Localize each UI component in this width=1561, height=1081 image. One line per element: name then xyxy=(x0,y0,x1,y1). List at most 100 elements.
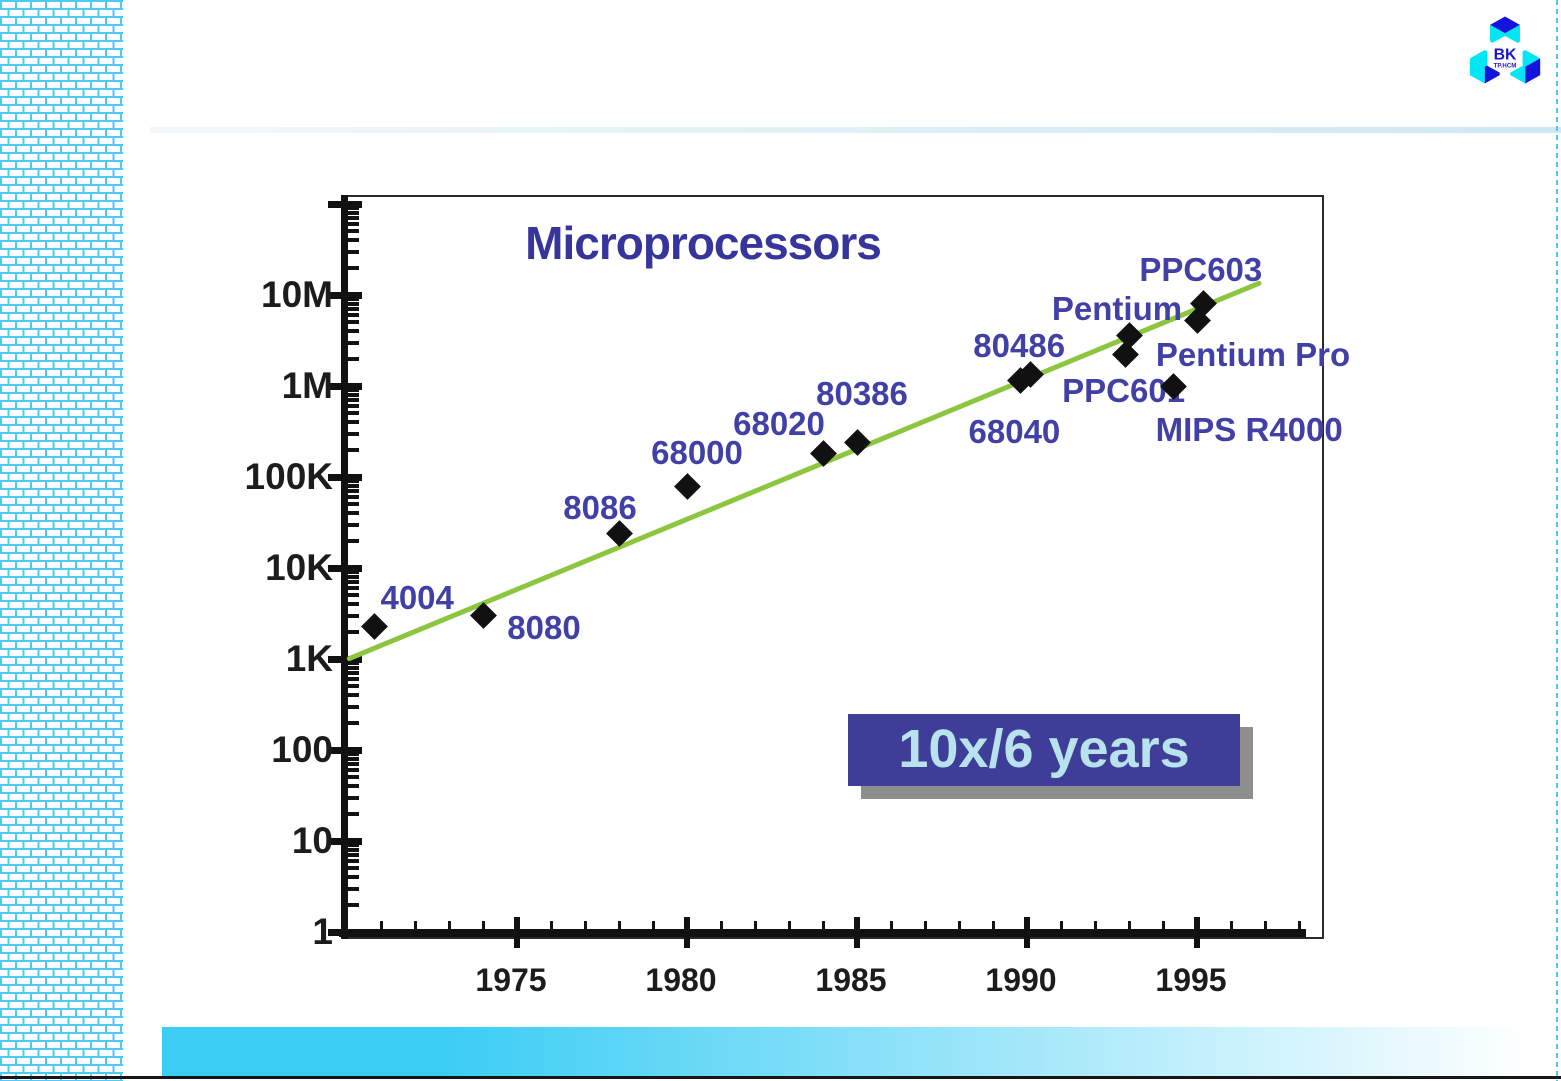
y-axis-minor-tick xyxy=(347,307,359,312)
y-axis-minor-tick xyxy=(347,875,359,880)
y-axis-minor-tick xyxy=(347,756,359,761)
y-axis-major-tick xyxy=(328,746,362,754)
x-axis-minor-tick xyxy=(549,921,553,930)
y-axis-minor-tick xyxy=(347,586,359,591)
x-axis-tick-label: 1980 xyxy=(645,962,717,998)
y-axis-minor-tick xyxy=(347,775,359,780)
y-axis-minor-tick xyxy=(347,511,359,516)
y-axis-minor-tick xyxy=(347,388,359,393)
y-axis-tick-label: 1 xyxy=(312,911,333,952)
y-axis-tick-label: 10M xyxy=(261,274,333,315)
y-axis-minor-tick xyxy=(347,784,359,789)
y-axis-minor-tick xyxy=(347,684,359,689)
y-axis-minor-tick xyxy=(347,249,359,254)
data-point-label-ppc603: PPC603 xyxy=(1139,250,1263,288)
y-axis-minor-tick xyxy=(347,593,359,598)
y-axis-tick-label: 10 xyxy=(291,820,333,861)
data-point-label-8080: 8080 xyxy=(507,608,581,646)
x-axis-major-tick xyxy=(1194,917,1200,948)
y-axis-minor-tick xyxy=(347,222,359,227)
x-axis-minor-tick xyxy=(1263,921,1267,930)
x-axis-minor-tick xyxy=(991,921,995,930)
y-axis-minor-tick xyxy=(347,398,359,403)
x-axis-minor-tick xyxy=(1229,921,1233,930)
y-axis-minor-tick xyxy=(347,720,359,725)
y-axis-tick-label: 100K xyxy=(244,456,333,497)
x-axis-minor-tick xyxy=(1093,921,1097,930)
y-axis-tick-label: 100 xyxy=(271,729,333,770)
y-axis-major-tick xyxy=(328,291,362,299)
data-point-label-mips-r4000: MIPS R4000 xyxy=(1155,411,1343,448)
y-axis-minor-tick xyxy=(347,574,359,579)
data-point-label-68040: 68040 xyxy=(968,413,1061,451)
y-axis-major-tick xyxy=(328,382,362,390)
data-point-label-80486: 80486 xyxy=(973,327,1066,365)
y-axis-minor-tick xyxy=(347,301,359,306)
y-axis-minor-tick xyxy=(347,629,359,634)
y-axis-major-tick xyxy=(328,200,362,208)
x-axis-minor-tick xyxy=(617,921,621,930)
y-axis-minor-tick xyxy=(347,580,359,585)
data-point-label-pentium-pro: Pentium Pro xyxy=(1155,336,1351,374)
y-axis-minor-tick xyxy=(347,538,359,543)
logo-text-tphcm: TP.HCM xyxy=(1494,63,1517,70)
y-axis-minor-tick xyxy=(347,216,359,221)
x-axis-minor-tick xyxy=(447,921,451,930)
y-axis-minor-tick xyxy=(347,479,359,484)
y-axis-minor-tick xyxy=(347,495,359,500)
y-axis-minor-tick xyxy=(347,210,359,215)
y-axis-minor-tick xyxy=(347,404,359,409)
bk-hcmut-logo: BK TP.HCM xyxy=(1461,2,1549,98)
y-axis-minor-tick xyxy=(347,886,359,891)
growth-rate-annotation: 10x/6 years xyxy=(848,714,1240,786)
y-axis-minor-tick xyxy=(347,902,359,907)
y-axis-minor-tick xyxy=(347,313,359,318)
y-axis-minor-tick xyxy=(347,602,359,607)
y-axis-minor-tick xyxy=(347,483,359,488)
y-axis-tick-label: 10K xyxy=(265,547,333,588)
y-axis-tick-label: 1M xyxy=(281,365,333,406)
data-point-label-80386: 80386 xyxy=(816,375,908,413)
y-axis-minor-tick xyxy=(347,411,359,416)
x-axis-minor-tick xyxy=(889,921,893,930)
x-axis-minor-tick xyxy=(1161,921,1165,930)
data-point-label-8086: 8086 xyxy=(563,489,637,527)
y-axis-minor-tick xyxy=(347,811,359,816)
x-axis-minor-tick xyxy=(957,921,961,930)
y-axis-minor-tick xyxy=(347,613,359,618)
data-point-label-4004: 4004 xyxy=(380,579,454,617)
x-axis-line xyxy=(339,929,1306,937)
y-axis-minor-tick xyxy=(347,859,359,864)
bottom-accent-bar xyxy=(162,1027,1561,1076)
y-axis-minor-tick xyxy=(347,420,359,425)
y-axis-minor-tick xyxy=(347,320,359,325)
header-divider-line xyxy=(150,127,1561,133)
bottom-border-line xyxy=(0,1076,1561,1079)
x-axis-minor-tick xyxy=(651,921,655,930)
y-axis-minor-tick xyxy=(347,866,359,871)
y-axis-minor-tick xyxy=(347,665,359,670)
y-axis-major-tick xyxy=(328,473,362,481)
y-axis-minor-tick xyxy=(347,847,359,852)
y-axis-minor-tick xyxy=(347,392,359,397)
x-axis-minor-tick xyxy=(413,921,417,930)
x-axis-minor-tick xyxy=(1297,921,1301,930)
data-point-label-pentium: Pentium xyxy=(1051,290,1183,328)
x-axis-major-tick xyxy=(1024,917,1030,948)
left-brick-pattern-strip xyxy=(0,0,123,1081)
x-axis-major-tick xyxy=(684,917,690,948)
y-axis-minor-tick xyxy=(347,704,359,709)
logo-text-bk: BK xyxy=(1494,47,1517,64)
y-axis-minor-tick xyxy=(347,229,359,234)
y-axis-major-tick xyxy=(328,655,362,663)
x-axis-major-tick xyxy=(854,917,860,948)
y-axis-minor-tick xyxy=(347,768,359,773)
x-axis-minor-tick xyxy=(923,921,927,930)
x-axis-minor-tick xyxy=(379,921,383,930)
x-axis-tick-label: 1975 xyxy=(475,962,547,998)
x-axis-minor-tick xyxy=(753,921,757,930)
y-axis-tick-label: 1K xyxy=(285,638,333,679)
y-axis-minor-tick xyxy=(347,447,359,452)
x-axis-minor-tick xyxy=(787,921,791,930)
y-axis-minor-tick xyxy=(347,297,359,302)
